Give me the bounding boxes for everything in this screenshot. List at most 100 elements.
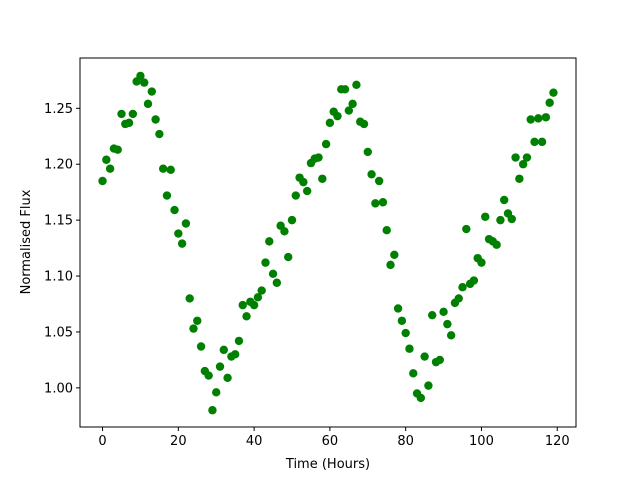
- point: [439, 307, 448, 317]
- point: [420, 352, 429, 361]
- point: [257, 286, 266, 295]
- point: [526, 115, 535, 124]
- point: [272, 278, 282, 287]
- point: [242, 312, 251, 321]
- y-tick-label: 1.00: [44, 381, 73, 396]
- x-tick-label: 40: [246, 434, 263, 449]
- point: [302, 186, 312, 196]
- point: [344, 106, 354, 115]
- point: [469, 276, 479, 285]
- point: [280, 227, 289, 236]
- x-tick-label: 20: [170, 434, 187, 449]
- point: [477, 258, 486, 267]
- y-tick-label: 1.10: [44, 270, 73, 285]
- point: [492, 240, 501, 249]
- point: [522, 153, 532, 162]
- point: [424, 381, 433, 390]
- y-tick-label: 1.25: [44, 102, 73, 117]
- point: [284, 252, 293, 262]
- point: [481, 212, 490, 221]
- point: [443, 319, 452, 329]
- point: [253, 293, 263, 302]
- point: [249, 300, 259, 310]
- point: [287, 215, 297, 225]
- point: [155, 129, 164, 139]
- point: [416, 393, 426, 403]
- point: [348, 99, 357, 109]
- point: [371, 199, 380, 208]
- point: [534, 114, 543, 123]
- point: [102, 155, 111, 164]
- point: [105, 164, 115, 173]
- x-tick-label: 80: [397, 434, 414, 449]
- point: [212, 388, 221, 397]
- point: [359, 119, 369, 129]
- y-tick-label: 1.15: [44, 214, 73, 229]
- point: [537, 137, 547, 147]
- point: [223, 373, 232, 382]
- point: [98, 176, 107, 186]
- point: [128, 109, 138, 119]
- point: [454, 294, 463, 303]
- point: [511, 153, 520, 162]
- point: [462, 224, 471, 234]
- point: [314, 153, 323, 162]
- point: [299, 177, 308, 187]
- point: [340, 85, 350, 94]
- point: [193, 316, 202, 325]
- point: [530, 137, 539, 147]
- y-axis-label: Normalised Flux: [19, 189, 34, 294]
- point: [515, 174, 524, 183]
- point: [230, 350, 240, 359]
- point: [393, 304, 403, 313]
- point: [446, 331, 456, 340]
- point: [219, 345, 228, 355]
- point: [382, 226, 391, 235]
- point: [158, 164, 168, 173]
- point: [238, 300, 247, 310]
- x-tick-label: 0: [98, 434, 106, 449]
- point: [208, 406, 217, 415]
- point: [545, 98, 554, 107]
- point: [458, 283, 467, 292]
- point: [143, 99, 153, 109]
- point: [291, 191, 300, 200]
- point: [386, 260, 395, 270]
- point: [428, 310, 437, 320]
- point: [151, 115, 160, 124]
- x-tick-label: 60: [322, 434, 339, 449]
- point: [166, 165, 175, 175]
- point: [401, 328, 410, 338]
- point: [117, 109, 126, 119]
- point: [541, 113, 551, 122]
- point: [367, 170, 376, 179]
- point: [549, 88, 558, 97]
- point: [268, 269, 278, 279]
- x-tick-label: 100: [469, 434, 494, 449]
- point: [321, 139, 331, 149]
- point: [518, 160, 528, 169]
- point: [499, 195, 509, 205]
- point: [177, 239, 187, 248]
- point: [333, 111, 342, 121]
- point: [147, 87, 157, 96]
- point: [397, 316, 407, 325]
- plot-frame: [79, 57, 577, 428]
- x-axis-label: Time (Hours): [285, 457, 370, 472]
- point: [162, 191, 172, 200]
- point: [435, 355, 444, 365]
- point: [318, 174, 327, 183]
- point: [140, 78, 149, 87]
- point: [352, 80, 361, 90]
- point: [378, 198, 388, 207]
- point: [363, 147, 372, 157]
- y-tick-label: 1.05: [44, 325, 73, 340]
- point: [234, 336, 244, 346]
- point: [265, 237, 274, 246]
- point: [215, 362, 225, 371]
- point: [113, 145, 122, 154]
- point: [507, 214, 516, 224]
- point: [374, 176, 384, 186]
- point: [409, 369, 418, 378]
- point: [170, 205, 179, 215]
